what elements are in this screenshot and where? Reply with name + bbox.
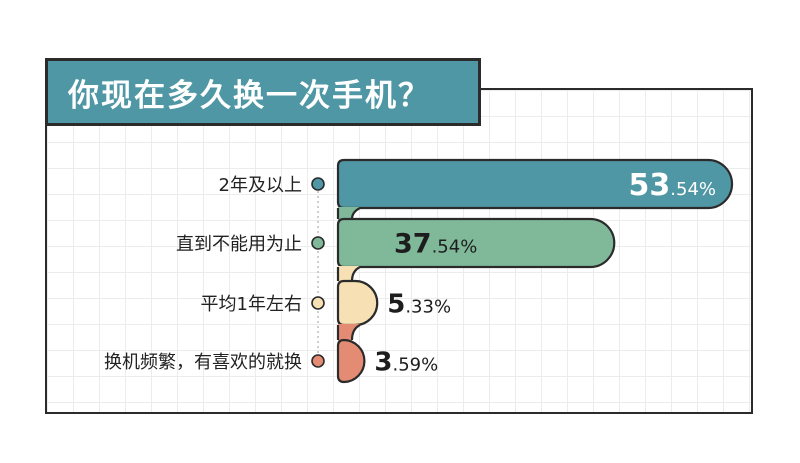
title-banner: 你现在多久换一次手机？ — [45, 58, 481, 126]
bar-connector-edge-3 — [350, 324, 361, 341]
bar-4 — [336, 338, 366, 384]
bullet-4 — [311, 354, 325, 368]
value-label-3: 5.33% — [387, 289, 451, 319]
category-label-4: 换机频繁，有喜欢的就换 — [104, 352, 302, 373]
category-label-3: 平均1年左右 — [201, 294, 302, 315]
category-label-2: 直到不能用为止 — [176, 234, 302, 255]
bullet-2 — [311, 236, 325, 250]
bar-connector-1 — [338, 207, 360, 220]
chart-title: 你现在多久换一次手机？ — [68, 77, 431, 114]
bar-connector-edge-2 — [350, 266, 361, 282]
category-label-1: 2年及以上 — [219, 175, 302, 196]
bullet-1 — [311, 177, 325, 191]
value-label-4: 3.59% — [374, 347, 438, 377]
bullet-3 — [311, 296, 325, 310]
bar-3 — [336, 279, 379, 327]
value-label-2: 37.54% — [394, 229, 477, 260]
bar-connector-edge-1 — [350, 207, 361, 220]
bar-2 — [336, 217, 616, 269]
bar-1 — [336, 158, 734, 210]
value-label-1: 53.54% — [629, 168, 716, 203]
